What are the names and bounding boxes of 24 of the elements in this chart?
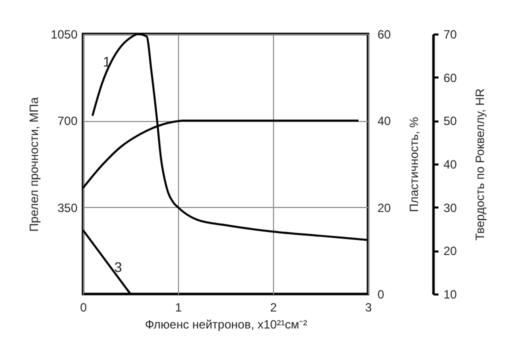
y3-tick-label: 60 (444, 70, 458, 85)
y2-tick-label: 60 (378, 28, 392, 42)
y3-tick-label: 20 (444, 244, 458, 258)
y-tick-label: 350 (57, 200, 78, 215)
annotation: 1 (102, 53, 111, 70)
y3-tick-label: 10 (444, 288, 458, 302)
y3-tick-label: 40 (444, 158, 458, 172)
y-axis-title: Прелел прочности, МПа (26, 96, 41, 232)
y2-axis-title: Пластичность, % (406, 116, 421, 212)
y3-tick-label: 30 (444, 200, 458, 215)
y2-tick-label: 40 (378, 114, 392, 128)
x-tick-label: 0 (80, 300, 88, 314)
y2-tick-label: 0 (378, 288, 384, 302)
y-tick-label: 700 (57, 114, 78, 128)
y3-tick-label: 70 (444, 28, 458, 42)
y-tick-label: 1050 (50, 28, 78, 42)
x-tick-label: 3 (365, 300, 372, 314)
y3-axis-title: Твердость по Роквеллу, HR (472, 88, 487, 241)
y3-tick-label: 50 (444, 114, 458, 128)
y2-tick-label: 20 (378, 200, 392, 215)
annotation: 3 (114, 259, 122, 275)
x-tick-label: 1 (175, 300, 182, 314)
x-axis-title: Флюенс нейтронов, x10²¹см⁻² (144, 318, 308, 332)
x-tick-label: 2 (270, 300, 278, 314)
